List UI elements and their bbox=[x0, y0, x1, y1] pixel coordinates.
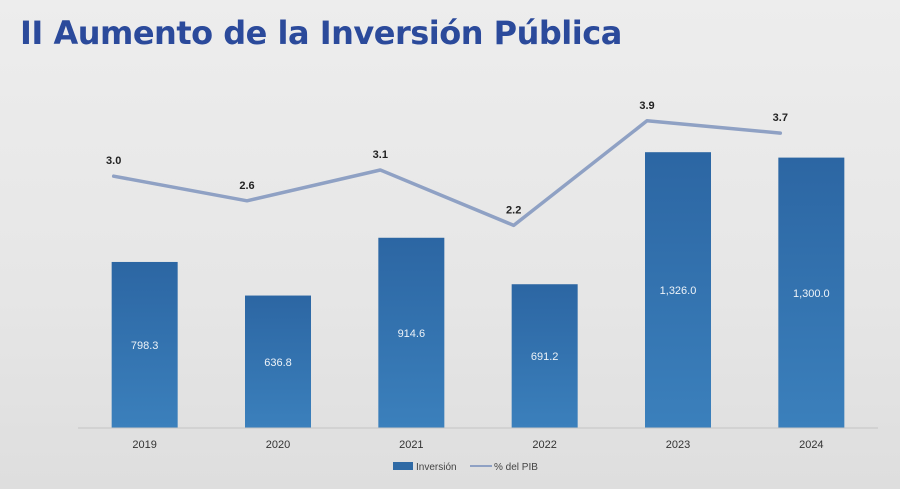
bar-2023 bbox=[645, 152, 711, 428]
bar-value-label-2021: 914.6 bbox=[398, 328, 426, 340]
x-tick-label-2019: 2019 bbox=[132, 439, 156, 451]
bar-2020 bbox=[245, 295, 311, 428]
bar-2021 bbox=[378, 237, 445, 428]
x-tick-label-2024: 2024 bbox=[799, 439, 823, 451]
bar-value-label-2020: 636.8 bbox=[264, 357, 292, 369]
line-value-label-2019: 3.0 bbox=[106, 155, 121, 167]
x-tick-label-2022: 2022 bbox=[532, 439, 556, 451]
line-value-label-2023: 3.9 bbox=[639, 100, 654, 112]
bar-series bbox=[111, 152, 845, 428]
x-axis-ticks: 2019 2020 2021 2022 2023 2024 bbox=[132, 439, 823, 451]
bar-value-label-2023: 1,326.0 bbox=[660, 285, 697, 297]
legend-label-inversion: Inversión bbox=[416, 462, 457, 473]
legend-label-pib: % del PIB bbox=[494, 462, 538, 473]
x-tick-label-2021: 2021 bbox=[399, 439, 423, 451]
x-tick-label-2023: 2023 bbox=[666, 439, 690, 451]
legend-swatch-inversion bbox=[393, 462, 413, 470]
line-value-label-2024: 3.7 bbox=[773, 112, 788, 124]
line-value-label-2021: 3.1 bbox=[373, 149, 388, 161]
line-data-labels: 3.0 2.6 3.1 2.2 3.9 3.7 bbox=[106, 100, 788, 217]
bar-2022 bbox=[511, 284, 578, 428]
bar-value-label-2024: 1,300.0 bbox=[793, 288, 830, 300]
x-tick-label-2020: 2020 bbox=[266, 439, 290, 451]
line-value-label-2020: 2.6 bbox=[239, 180, 254, 192]
pib-series-line bbox=[111, 119, 783, 228]
bar-2024 bbox=[778, 157, 845, 428]
chart-legend: Inversión % del PIB bbox=[393, 462, 538, 473]
line-value-label-2022: 2.2 bbox=[506, 204, 521, 216]
bar-value-label-2019: 798.3 bbox=[131, 340, 159, 352]
bar-data-labels: 798.3 636.8 914.6 691.2 1,326.0 1,300.0 bbox=[131, 285, 830, 369]
page-title: II Aumento de la Inversión Pública bbox=[20, 14, 622, 52]
bar-2019 bbox=[111, 261, 178, 428]
bar-value-label-2022: 691.2 bbox=[531, 351, 559, 363]
